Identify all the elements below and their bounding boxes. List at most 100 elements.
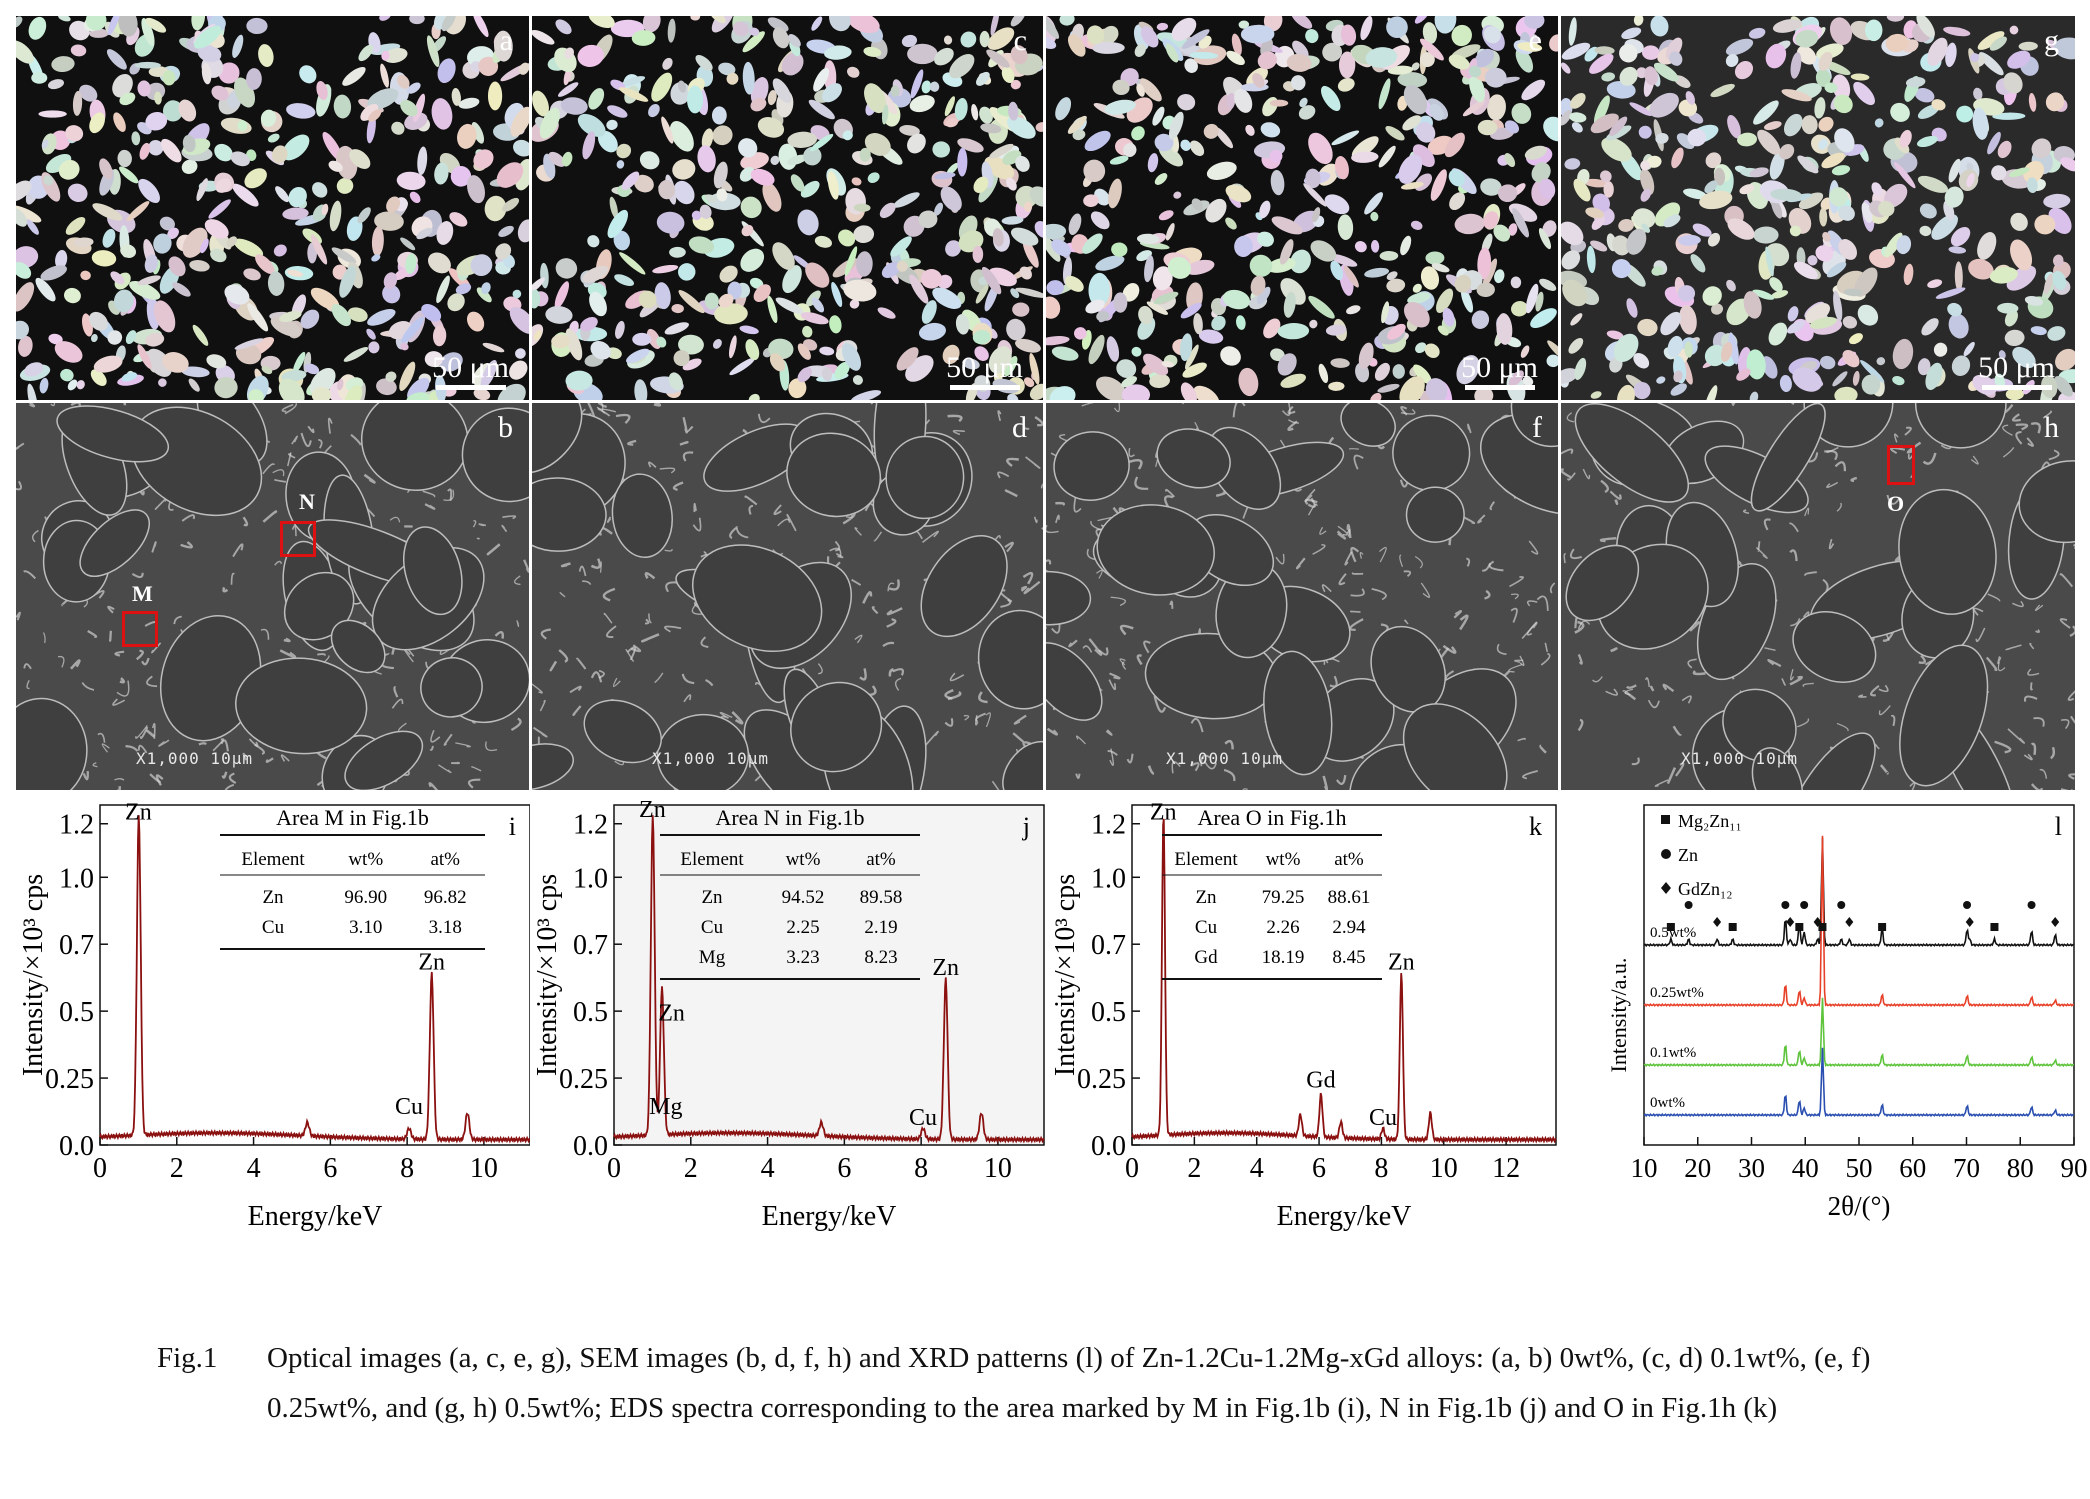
eutectic-lamella	[279, 649, 297, 659]
grain	[232, 34, 244, 58]
grain	[853, 225, 875, 244]
grain	[1833, 94, 1853, 114]
grain	[1269, 99, 1289, 107]
eutectic-lamella	[1850, 476, 1858, 483]
grain	[76, 380, 85, 390]
grain	[310, 287, 340, 311]
grain	[1477, 119, 1498, 136]
primary-phase	[532, 403, 583, 474]
grain	[1189, 140, 1205, 157]
grain	[1424, 343, 1440, 358]
eutectic-lamella	[997, 410, 1002, 422]
grain	[1893, 162, 1916, 189]
grain	[1092, 41, 1125, 54]
eutectic-lamella	[307, 425, 315, 434]
grain	[738, 138, 758, 158]
grain	[1831, 165, 1851, 176]
eutectic-lamella	[146, 675, 158, 688]
eutectic-lamella	[1789, 675, 1803, 686]
eutectic-lamella	[1567, 472, 1576, 481]
grain	[1769, 277, 1783, 292]
grain	[1007, 116, 1036, 139]
grain	[267, 133, 280, 143]
grain	[1570, 313, 1583, 326]
caption-text: Optical images (a, c, e, g), SEM images …	[267, 1342, 1871, 1424]
eutectic-lamella	[664, 625, 682, 633]
grain	[621, 171, 640, 190]
eutectic-lamella	[1312, 543, 1326, 555]
grain	[712, 339, 722, 349]
eutectic-lamella	[1890, 446, 1906, 455]
grain	[27, 383, 38, 400]
grain	[1144, 255, 1154, 283]
grain	[1561, 62, 1571, 74]
grain	[1386, 16, 1408, 39]
grain	[1414, 16, 1429, 24]
grain	[1177, 94, 1196, 111]
grain	[2054, 375, 2073, 397]
eutectic-lamella	[173, 615, 182, 625]
eutectic-lamella	[888, 668, 894, 677]
peak-annotation: Cu	[909, 1105, 937, 1131]
grain	[1801, 115, 1818, 135]
grain	[1561, 250, 1581, 270]
eutectic-lamella	[1350, 588, 1365, 597]
grain	[1451, 24, 1472, 47]
eutectic-lamella	[23, 663, 32, 670]
primary-phase	[1263, 650, 1333, 776]
grain	[532, 277, 545, 294]
grain	[153, 300, 176, 333]
grain	[487, 81, 503, 111]
y-tick-label: 1.0	[1091, 863, 1126, 894]
primary-phase	[420, 657, 483, 718]
scale-bar: 50 μm	[1461, 351, 1538, 390]
grain	[272, 145, 288, 164]
plot-frame	[613, 804, 1045, 1146]
grain	[1871, 182, 1883, 197]
eutectic-lamella	[1004, 541, 1014, 553]
grain	[972, 329, 991, 345]
grain	[1334, 156, 1349, 180]
grain	[1690, 254, 1706, 273]
grain	[1728, 332, 1739, 365]
grain	[1034, 221, 1043, 239]
eutectic-lamella	[963, 715, 970, 721]
grain	[532, 29, 555, 45]
grain	[381, 50, 390, 61]
spectrum-line	[613, 815, 1045, 1144]
grain	[1023, 377, 1035, 388]
grain	[909, 274, 929, 304]
grain	[1843, 288, 1863, 297]
eutectic-lamella	[1878, 705, 1891, 716]
table-cell: 79.25	[1262, 887, 1305, 908]
grain	[955, 314, 970, 335]
primary-phase	[2018, 460, 2075, 544]
grain	[740, 196, 762, 219]
grain	[1524, 145, 1547, 160]
grain	[347, 307, 368, 322]
grain	[1650, 16, 1669, 37]
grain	[1180, 333, 1193, 362]
grain	[1412, 144, 1435, 168]
eutectic-lamella	[1763, 518, 1771, 531]
micrograph-texture	[1046, 403, 1558, 790]
grain	[2060, 157, 2075, 172]
eutectic-lamella	[1569, 548, 1582, 560]
eutectic-lamella	[2030, 783, 2044, 790]
peak-annotation: Mg	[649, 1094, 682, 1120]
grain	[118, 16, 138, 37]
grain	[1517, 42, 1543, 52]
grain	[1925, 362, 1943, 391]
grain	[1460, 287, 1474, 313]
grain	[1263, 318, 1281, 339]
table-header: Element	[241, 849, 305, 870]
grain	[609, 196, 618, 219]
table-header: wt%	[786, 849, 821, 870]
grain	[1136, 83, 1145, 97]
grain	[632, 332, 652, 346]
grain	[1561, 368, 1579, 384]
grain	[1792, 367, 1822, 392]
grain	[1522, 376, 1534, 387]
grain	[119, 166, 139, 184]
grain	[1291, 16, 1313, 29]
